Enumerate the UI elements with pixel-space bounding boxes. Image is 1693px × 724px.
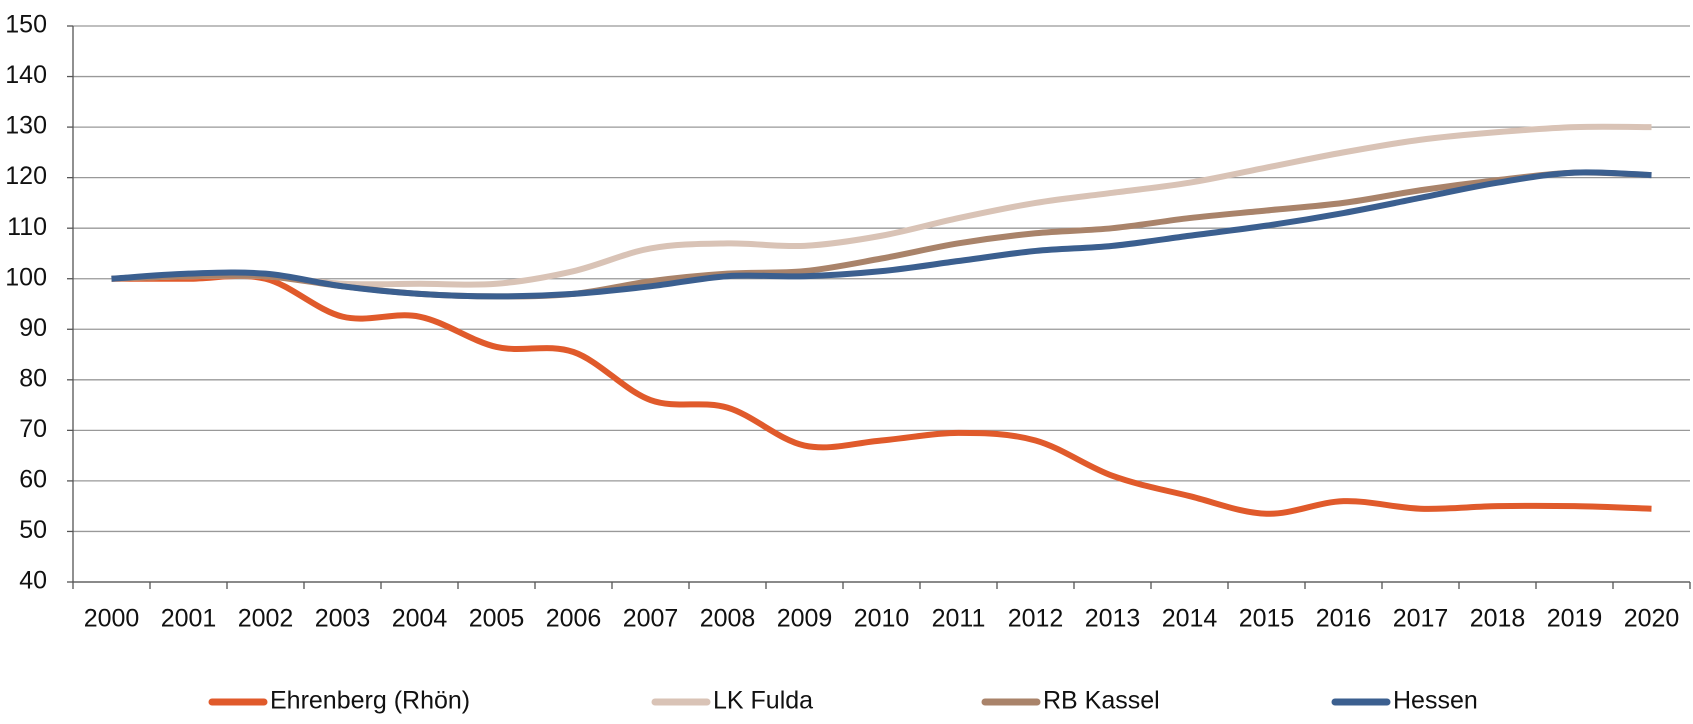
legend-label: RB Kassel — [1043, 687, 1160, 715]
legend-label: Ehrenberg (Rhön) — [270, 687, 470, 715]
x-tick-label: 2016 — [1316, 605, 1372, 633]
y-tick-label: 70 — [19, 415, 47, 443]
x-tick-label: 2007 — [623, 605, 679, 633]
x-tick-label: 2010 — [854, 605, 910, 633]
x-tick-label: 2019 — [1547, 605, 1603, 633]
y-tick-label: 110 — [7, 213, 47, 241]
x-tick-label: 2011 — [932, 605, 986, 633]
x-tick-label: 2000 — [84, 605, 140, 633]
y-tick-label: 150 — [5, 11, 47, 39]
legend-label: LK Fulda — [713, 687, 813, 715]
x-tick-label: 2012 — [1008, 605, 1064, 633]
x-tick-label: 2002 — [238, 605, 294, 633]
x-tick-label: 2008 — [700, 605, 756, 633]
x-tick-label: 2005 — [469, 605, 525, 633]
x-tick-label: 2020 — [1624, 605, 1680, 633]
x-tick-label: 2014 — [1162, 605, 1218, 633]
x-tick-label: 2009 — [777, 605, 833, 633]
y-tick-label: 50 — [19, 516, 47, 544]
series-line — [111, 123, 1652, 288]
series-line — [111, 272, 1652, 517]
y-tick-label: 130 — [5, 112, 47, 140]
x-tick-label: 2013 — [1085, 605, 1141, 633]
y-tick-label: 80 — [19, 364, 47, 392]
x-tick-label: 2015 — [1239, 605, 1295, 633]
y-tick-label: 90 — [19, 314, 47, 342]
x-tick-label: 2017 — [1393, 605, 1449, 633]
x-tick-label: 2004 — [392, 605, 448, 633]
series-line — [111, 169, 1652, 300]
x-tick-label: 2018 — [1470, 605, 1526, 633]
x-tick-label: 2001 — [161, 605, 217, 633]
x-tick-label: 2003 — [315, 605, 371, 633]
y-tick-label: 40 — [19, 567, 47, 595]
x-tick-label: 2006 — [546, 605, 602, 633]
y-tick-label: 100 — [5, 263, 47, 291]
y-tick-label: 60 — [19, 466, 47, 494]
y-tick-label: 140 — [5, 61, 47, 89]
y-tick-label: 120 — [5, 162, 47, 190]
legend-label: Hessen — [1393, 687, 1478, 715]
